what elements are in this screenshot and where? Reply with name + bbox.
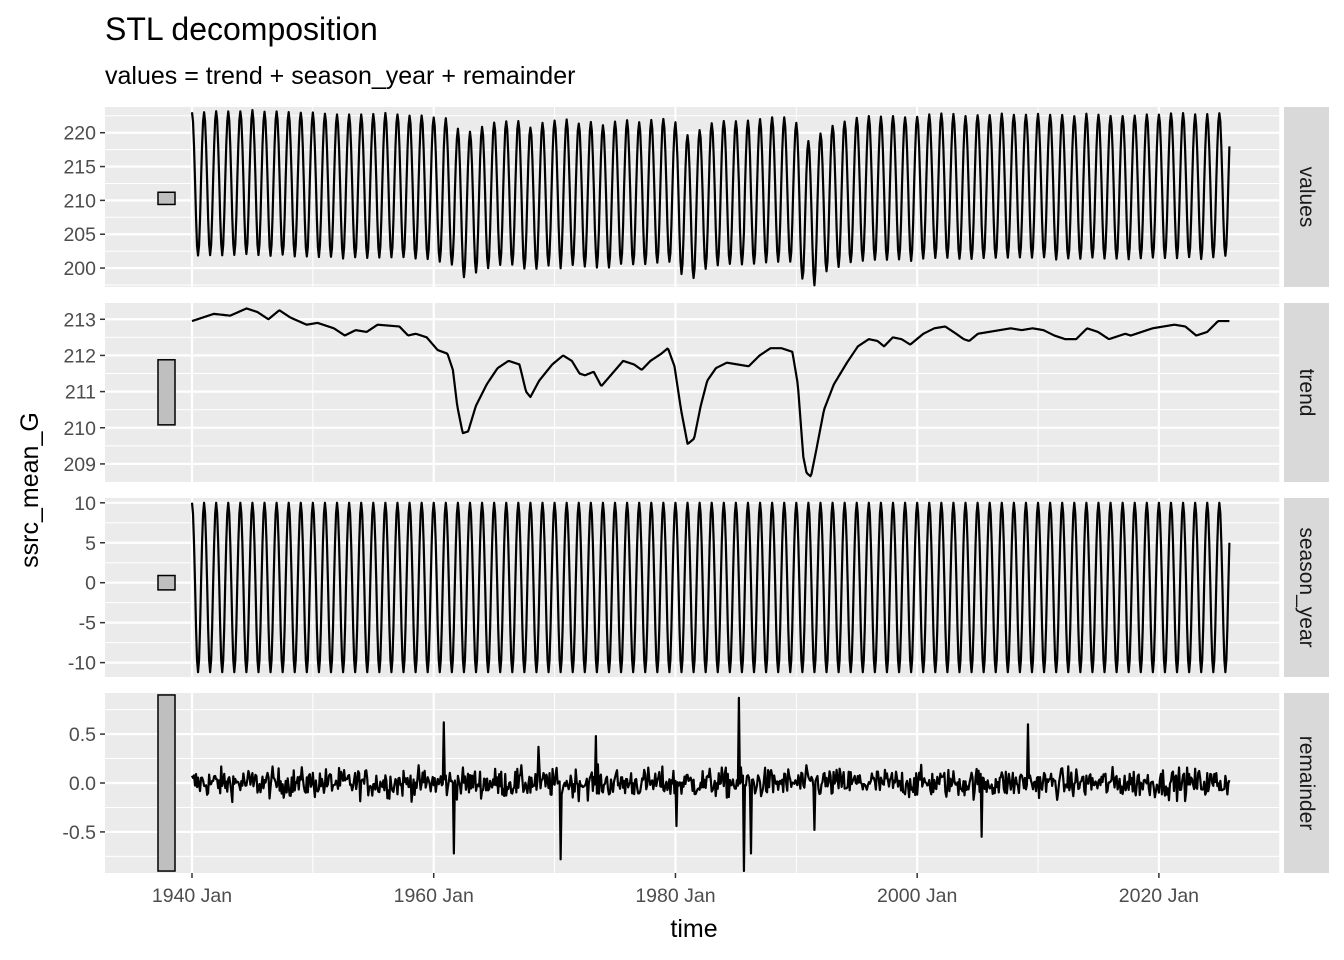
strip-label-trend: trend [1295,369,1318,417]
x-axis: 1940 Jan 1960 Jan 1980 Jan 2000 Jan 2020 Jan [152,873,1199,907]
panel-remainder: -0.5 0.0 0.5 remainder [62,693,1329,873]
series-line-trend [191,307,1230,478]
strip-background [1284,303,1329,482]
y-tick-label: 0.0 [69,773,96,795]
y-tick-label: 211 [65,382,96,404]
x-tick-label: 2000 Jan [877,885,957,907]
strip-background [1284,107,1329,287]
y-tick-label: 210 [63,190,96,212]
strip-background [1284,693,1329,873]
y-tick-label: 220 [63,123,96,145]
chart-subtitle: values = trend + season_year + remainder [105,62,575,90]
strip-background [1284,498,1329,677]
panel-values: 200 205 210 215 220 values [63,107,1329,287]
panels-group: 200 205 210 215 220 values 209 210 211 212 213 tren… [62,107,1329,873]
y-tick-label: 213 [63,309,96,331]
panel-season_year: -10 -5 0 5 10 season_year [68,493,1329,677]
y-tick-label: 5 [85,533,96,555]
series-line-values [190,108,1231,287]
x-axis-title: time [670,915,717,943]
chart-title: STL decomposition [105,11,378,47]
scale-bar [157,359,176,426]
scale-bar [157,191,176,206]
y-tick-label: 0 [85,573,96,595]
series-line-season_year [190,501,1231,674]
scale-bar [157,574,176,591]
y-tick-label: -0.5 [62,822,96,844]
y-tick-label: 209 [63,454,96,476]
y-tick-label: 200 [63,258,96,280]
y-tick-label: -10 [68,653,96,675]
x-tick-label: 1960 Jan [394,885,474,907]
y-tick-label: 0.5 [69,724,96,746]
series-line-remainder [190,696,1231,873]
x-tick-label: 2020 Jan [1119,885,1199,907]
y-tick-label: 212 [63,345,96,367]
y-tick-label: 215 [63,157,96,179]
x-tick-label: 1980 Jan [635,885,715,907]
y-tick-label: -5 [79,613,96,635]
strip-label-season_year: season_year [1295,527,1318,647]
scale-bar [157,694,176,872]
panel-trend: 209 210 211 212 213 trend [63,303,1329,482]
y-axis-title: ssrc_mean_G [16,412,44,568]
strip-label-values: values [1295,167,1318,228]
y-tick-label: 210 [63,418,96,440]
strip-label-remainder: remainder [1295,736,1318,831]
y-tick-label: 205 [63,224,96,246]
x-tick-label: 1940 Jan [152,885,232,907]
y-tick-label: 10 [74,493,96,515]
